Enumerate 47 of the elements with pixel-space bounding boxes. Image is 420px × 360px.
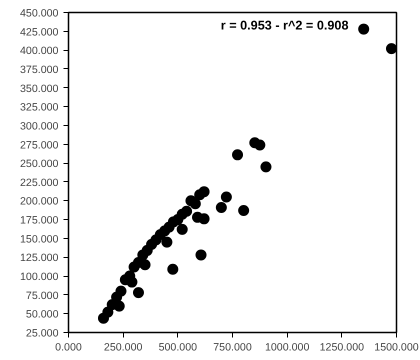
y-tick-label: 425.000 xyxy=(20,26,59,38)
point xyxy=(196,249,207,260)
y-tick-label: 125.000 xyxy=(20,252,59,264)
point xyxy=(198,186,210,198)
x-tick-label: 1500.000 xyxy=(374,342,419,354)
x-tick-label: 1250.000 xyxy=(320,342,364,354)
annotation: r = 0.953 - r^2 = 0.908 xyxy=(220,18,348,32)
x-tick-label: 0.000 xyxy=(55,342,82,354)
y-tick-label: 250.000 xyxy=(20,158,59,170)
y-tick-label: 150.000 xyxy=(20,233,59,246)
y-tick-label: 275.000 xyxy=(20,139,59,152)
y-tick-label: 300.000 xyxy=(20,120,59,132)
x-tick-label: 1000.000 xyxy=(264,342,310,354)
point xyxy=(260,161,272,172)
point xyxy=(140,259,151,270)
x-tick-label: 750.000 xyxy=(213,342,252,354)
point xyxy=(386,43,396,54)
x-tick-label: 250.000 xyxy=(104,342,142,354)
point xyxy=(126,276,138,288)
y-tick-label: 200.000 xyxy=(20,196,59,208)
point xyxy=(114,300,125,312)
point xyxy=(167,264,178,275)
y-tick-label: 225.000 xyxy=(20,176,59,189)
point xyxy=(254,140,266,151)
point xyxy=(216,202,227,213)
point xyxy=(181,206,192,217)
y-tick-label: 50.000 xyxy=(26,308,59,321)
y-tick-label: 350.000 xyxy=(20,82,59,95)
point xyxy=(115,286,126,297)
y-tick-label: 450.000 xyxy=(20,8,59,20)
point xyxy=(198,213,210,224)
point xyxy=(190,198,201,210)
point xyxy=(232,149,244,160)
y-tick-label: 75.000 xyxy=(26,290,59,302)
point xyxy=(220,191,232,202)
point xyxy=(358,24,370,35)
point xyxy=(132,287,144,298)
point xyxy=(161,236,172,248)
y-tick-label: 375.000 xyxy=(20,64,59,76)
y-tick-label: 25.000 xyxy=(26,328,59,340)
y-tick-label: 325.000 xyxy=(20,102,59,114)
x-tick-label: 500.000 xyxy=(158,342,198,354)
point xyxy=(176,224,188,235)
y-tick-label: 400.000 xyxy=(20,45,59,58)
y-tick-label: 100.000 xyxy=(20,271,59,284)
y-tick-label: 175.000 xyxy=(20,214,59,227)
point xyxy=(238,205,250,216)
